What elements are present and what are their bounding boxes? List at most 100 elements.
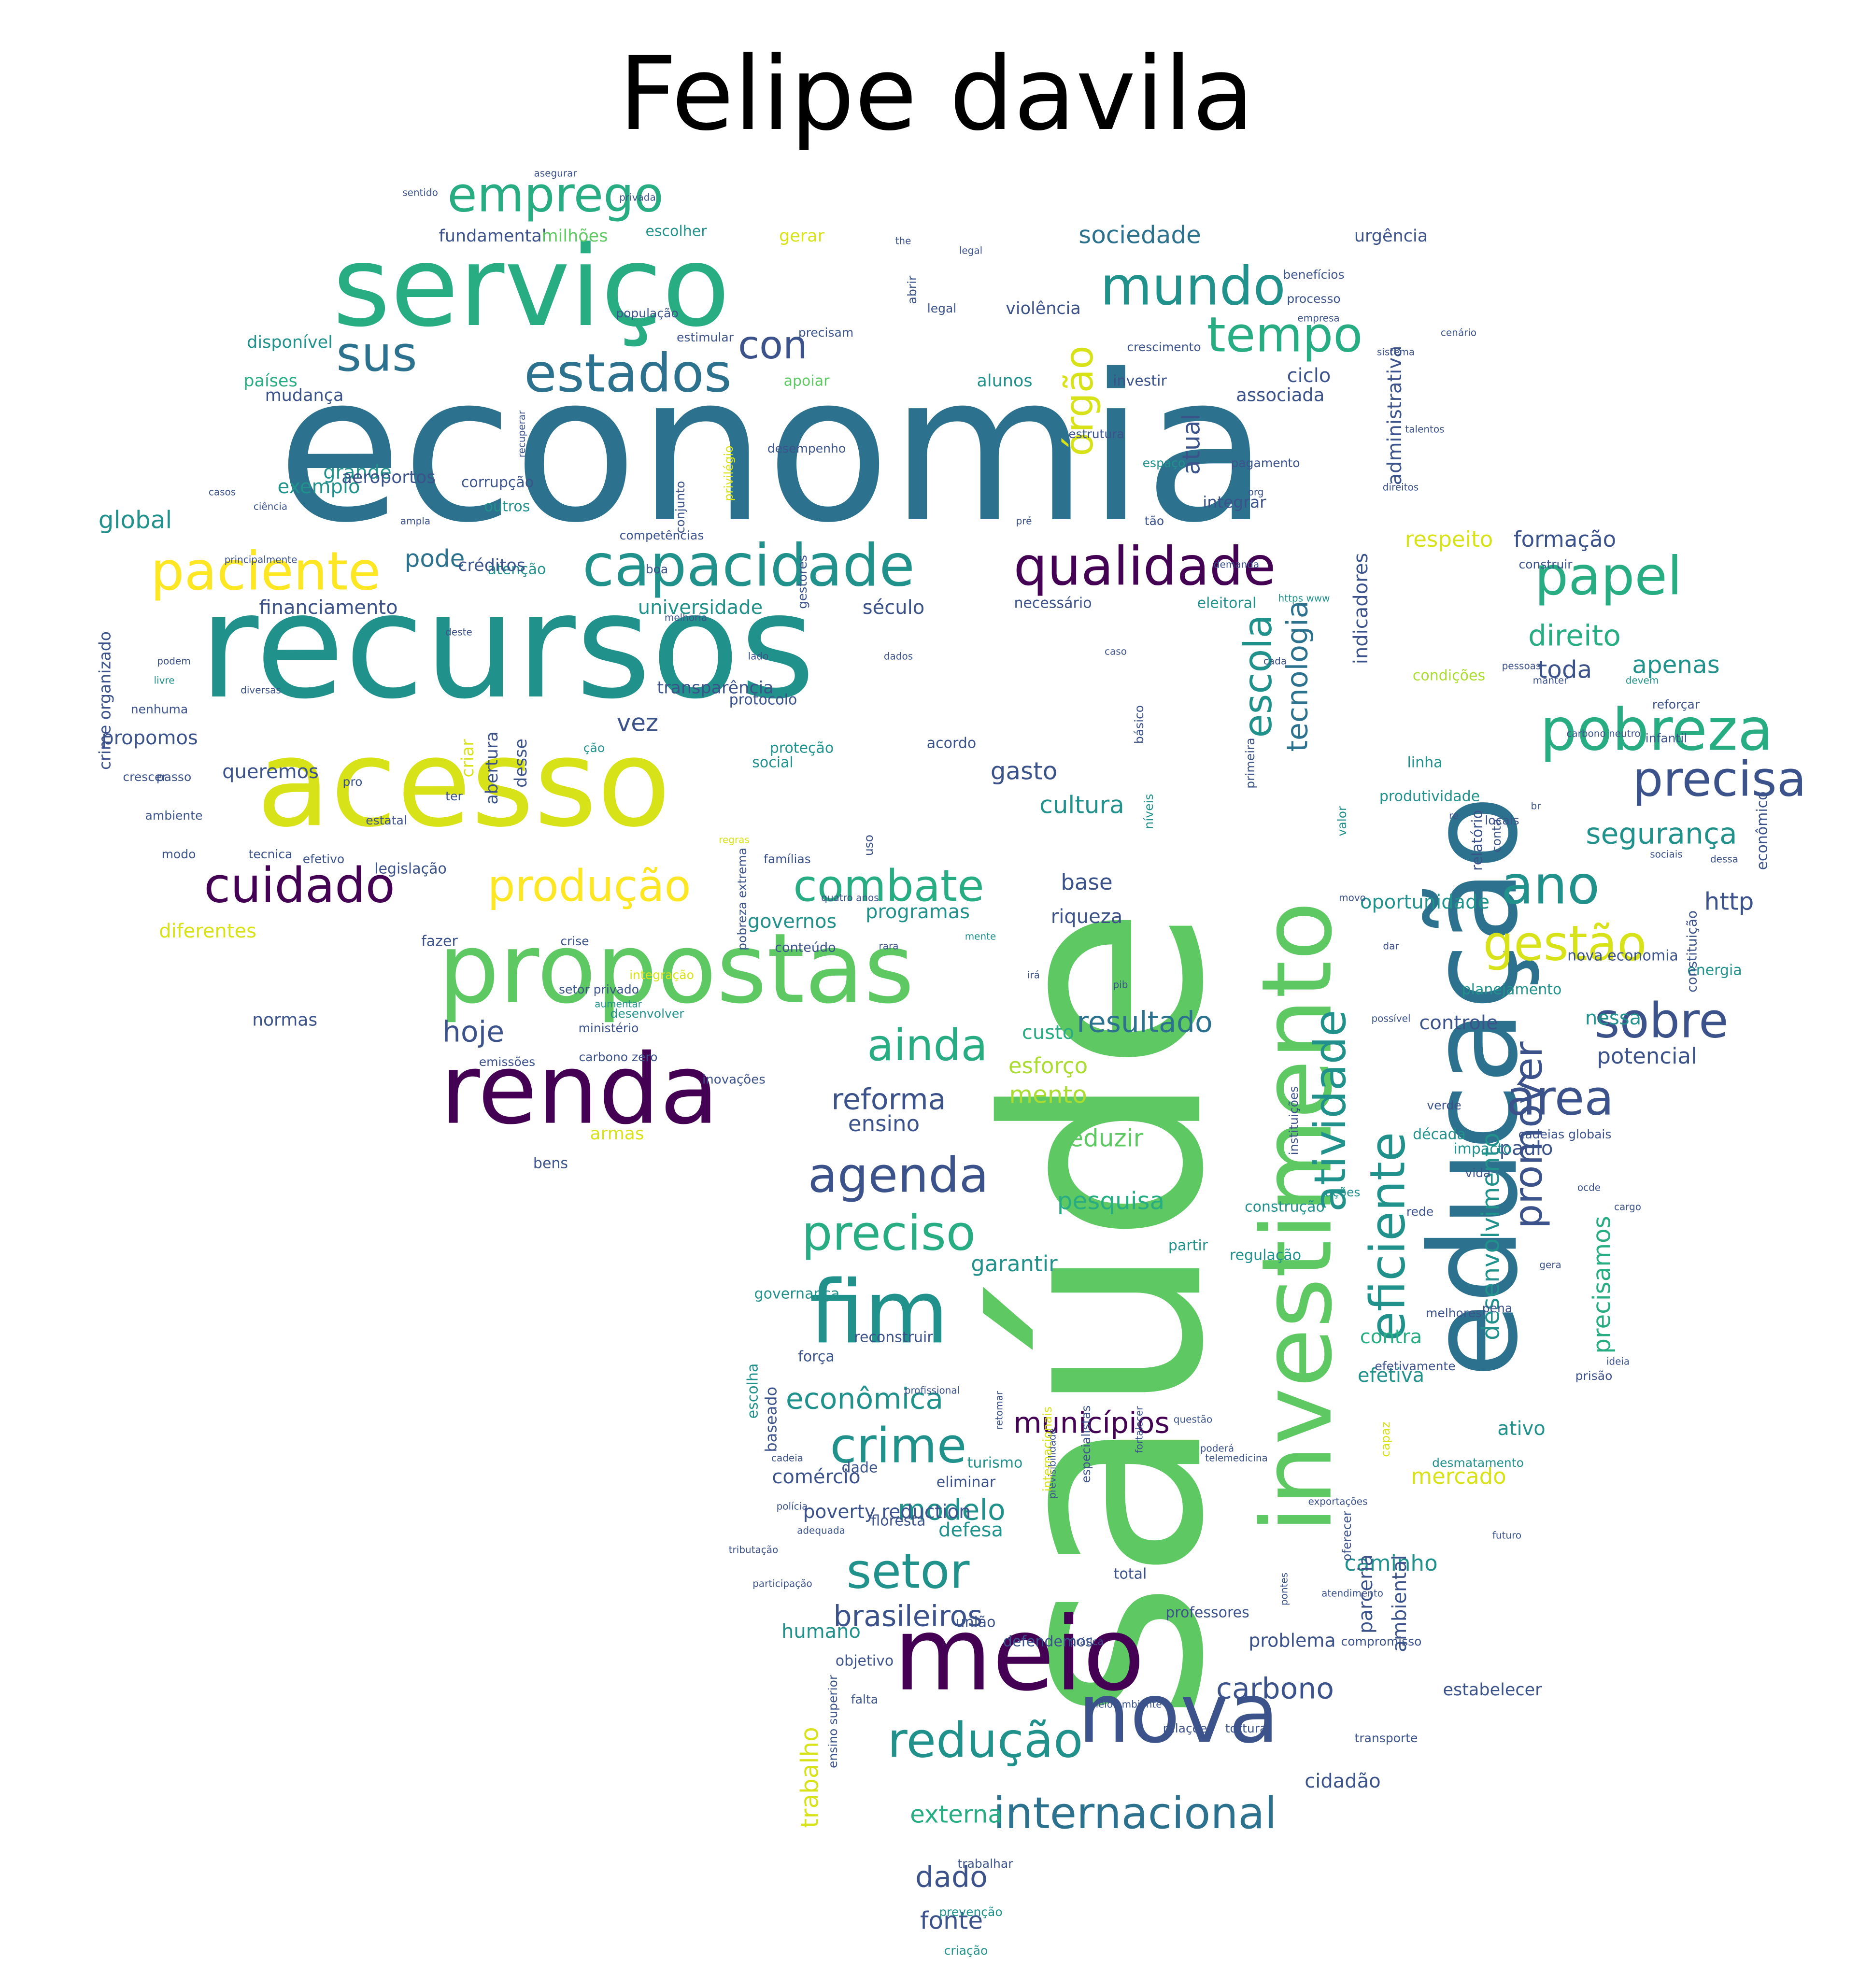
word-prisão: prisão xyxy=(1575,1369,1613,1383)
word-fundamental: fundamental xyxy=(439,227,546,246)
word-bens: bens xyxy=(533,1155,568,1172)
word-estados: estados xyxy=(524,342,732,404)
word-fortalecer: fortalecer xyxy=(1134,1406,1145,1453)
word-transporte: transporte xyxy=(1355,1731,1418,1745)
word-resultado: resultado xyxy=(1077,1006,1212,1039)
word-programas: programas xyxy=(866,901,970,923)
word-diferentes: diferentes xyxy=(159,920,256,942)
word-século: século xyxy=(863,596,924,619)
word-milhões: milhões xyxy=(542,227,608,246)
word-previsibilidade: previsibilidade xyxy=(1047,1428,1058,1498)
word-https-www: https www xyxy=(1278,593,1330,604)
word-retomar: retomar xyxy=(993,1391,1005,1430)
word-conjunto: conjunto xyxy=(673,481,687,534)
word-tão: tão xyxy=(1145,514,1164,528)
word-org: org xyxy=(1248,486,1264,498)
word-crise: crise xyxy=(560,934,589,948)
word-pena: pena xyxy=(1482,1301,1512,1315)
word-alunos: alunos xyxy=(977,371,1032,391)
word-inovações: inovações xyxy=(702,1073,766,1087)
word-órgão: órgão xyxy=(1057,345,1102,456)
word-dade: dade xyxy=(842,1460,878,1477)
word-problema: problema xyxy=(1249,1630,1336,1651)
word-participação: participação xyxy=(752,1578,812,1590)
word-gerar: gerar xyxy=(779,227,825,246)
word-mente: mente xyxy=(965,931,996,942)
word-crescimento: crescimento xyxy=(1127,340,1201,354)
word-famílias: famílias xyxy=(764,852,811,866)
word-infantil: infantil xyxy=(1646,731,1687,745)
word-poderá: poderá xyxy=(1200,1443,1234,1454)
word-países: países xyxy=(243,371,297,391)
word-universidade: universidade xyxy=(638,596,763,619)
word-aeroportos: aeroportos xyxy=(341,468,436,487)
word-normas: normas xyxy=(252,1010,317,1030)
word-energia: energia xyxy=(1687,962,1742,979)
word-precisa: precisa xyxy=(1632,751,1806,807)
word-criação: criação xyxy=(944,1944,988,1958)
word-violência: violência xyxy=(1006,299,1081,318)
word-efetivo: efetivo xyxy=(303,852,344,866)
word-brasileiros: brasileiros xyxy=(833,1600,982,1633)
word-corrupção: corrupção xyxy=(461,474,534,491)
word-garantir: garantir xyxy=(971,1251,1058,1277)
word-protocolo: protocolo xyxy=(729,692,797,709)
word-abertura: abertura xyxy=(482,731,502,804)
word-professores: professores xyxy=(1165,1605,1249,1621)
word-boa: boa xyxy=(646,562,668,576)
word-financiamento: financiamento xyxy=(259,596,397,619)
word-acordo: acordo xyxy=(927,735,976,752)
word-ampla: ampla xyxy=(400,515,430,527)
word-legal: legal xyxy=(927,301,956,315)
word-asegurar: asegurar xyxy=(534,168,577,179)
word-carbono-zero: carbono zero xyxy=(579,1050,657,1064)
word-criar: criar xyxy=(458,739,478,778)
word-esforço: esforço xyxy=(1008,1053,1088,1079)
word-ativo: ativo xyxy=(1497,1418,1545,1440)
word-pontes: pontes xyxy=(1278,1573,1290,1605)
word-sociais: sociais xyxy=(1650,849,1682,860)
word-desempenho: desempenho xyxy=(767,441,846,455)
word-ano: ano xyxy=(1501,854,1600,916)
word-fazer: fazer xyxy=(421,933,458,950)
word-recuperar: recuperar xyxy=(516,410,527,457)
word-escolha: escolha xyxy=(745,1363,762,1419)
word-preciso: preciso xyxy=(802,1205,976,1261)
word-total: total xyxy=(1114,1566,1147,1583)
word-área: área xyxy=(1506,1069,1614,1126)
word-mento: mento xyxy=(1009,1081,1087,1109)
word-crescer: crescer xyxy=(123,770,167,784)
word-constituição: constituição xyxy=(1684,910,1700,993)
word-integrar: integrar xyxy=(1203,493,1266,511)
word-defesa: defesa xyxy=(938,1519,1003,1541)
word-estrutura: estrutura xyxy=(1068,427,1124,441)
word-produção: produção xyxy=(487,861,691,911)
word-atendimento: atendimento xyxy=(1321,1588,1383,1599)
word-trabalhar: trabalhar xyxy=(958,1857,1014,1871)
word-desenvolvimento: desenvolvimento xyxy=(1477,1133,1505,1340)
word-pode: pode xyxy=(405,545,465,573)
word-econômica: econômica xyxy=(786,1382,943,1416)
word-apenas: apenas xyxy=(1632,651,1720,679)
word-mercado: mercado xyxy=(1411,1463,1506,1489)
word-ambiental: ambiental xyxy=(1389,1555,1411,1652)
word-prática: prática xyxy=(1070,1636,1104,1647)
word-poverty-reduction: poverty reduction xyxy=(803,1501,971,1523)
word-privada: privada xyxy=(619,192,656,203)
word-gera: gera xyxy=(1539,1259,1561,1271)
word-planejamento: planejamento xyxy=(1462,981,1562,998)
word-precisamos: precisamos xyxy=(1588,1216,1616,1353)
word-atenção: atenção xyxy=(488,561,546,578)
word-desse: desse xyxy=(511,738,531,788)
word-relatório: relatório xyxy=(1469,810,1486,871)
word-economia: economia xyxy=(277,331,1269,568)
word-ambiente: ambiente xyxy=(145,809,203,823)
word-renda: renda xyxy=(440,1034,719,1146)
word-sobre: sobre xyxy=(1594,992,1728,1049)
word-direitos: direitos xyxy=(1383,482,1419,493)
word-deste: deste xyxy=(445,626,472,638)
word-questão: questão xyxy=(1174,1414,1212,1425)
word-cultura: cultura xyxy=(1039,791,1124,819)
word-ainda: ainda xyxy=(867,1020,987,1071)
word-oferecer: oferecer xyxy=(1340,1510,1354,1561)
